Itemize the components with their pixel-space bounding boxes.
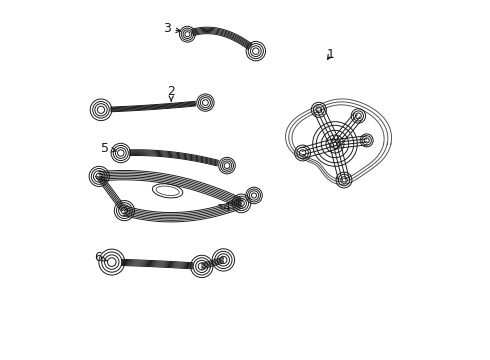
Text: 1: 1	[327, 48, 335, 61]
Text: 3: 3	[163, 22, 180, 35]
Text: 5: 5	[101, 142, 116, 155]
Text: 6: 6	[94, 251, 107, 264]
Text: 2: 2	[167, 85, 175, 101]
Text: 4: 4	[219, 201, 230, 214]
